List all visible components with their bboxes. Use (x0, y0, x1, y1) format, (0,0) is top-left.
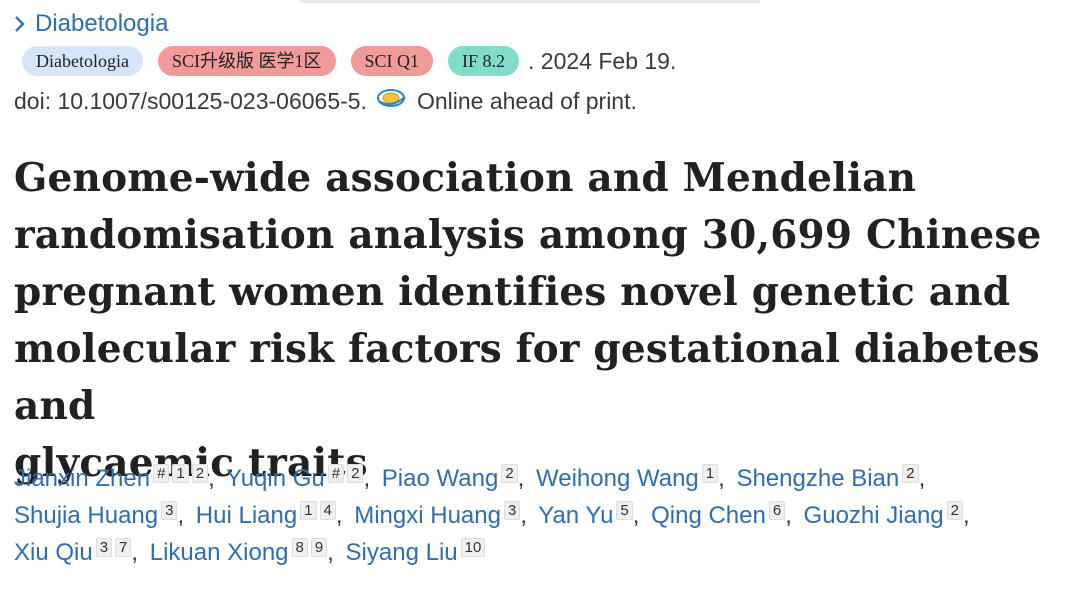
affiliation-marker[interactable]: 2 (902, 464, 919, 483)
impact-factor-badge[interactable]: IF 8.2 (448, 46, 520, 76)
author: Qing Chen 6, (651, 501, 797, 529)
title-line: Genome-wide association and Mendelian (14, 155, 917, 201)
journal-badge[interactable]: Diabetologia (22, 46, 143, 76)
author: Likuan Xiong 8 9, (149, 538, 339, 566)
author: Jianxin Zhen #1 2, (14, 464, 220, 492)
author-separator: , (131, 539, 139, 566)
affiliation-marker[interactable]: 3 (161, 501, 178, 520)
author-separator: , (363, 465, 371, 492)
affiliation-marker[interactable]: 9 (310, 538, 328, 557)
affiliation-marker[interactable]: 10 (460, 538, 486, 557)
author-separator: , (327, 539, 334, 566)
author-separator: , (335, 502, 343, 529)
author-separator: , (208, 465, 215, 492)
author: Shengzhe Bian 2, (736, 464, 930, 492)
affiliation-marker[interactable]: 3 (503, 501, 521, 520)
author-separator: , (520, 502, 527, 529)
author-separator: , (718, 465, 725, 492)
author-name-link[interactable]: Yuqin Gu (226, 465, 325, 492)
affiliation-marker[interactable]: 7 (115, 538, 132, 557)
sci-rank-badge[interactable]: SCI升级版 医学1区 (157, 46, 336, 76)
online-ahead-of-print-icon (376, 88, 406, 107)
sci-quartile-badge[interactable]: SCI Q1 (350, 46, 434, 76)
author-name-link[interactable]: Shujia Huang (14, 502, 159, 529)
title-line: molecular risk factors for gestational d… (14, 326, 1040, 429)
doi-line: doi: 10.1007/s00125-023-06065-5. Online … (14, 88, 637, 115)
author-separator: , (918, 465, 926, 492)
journal-link[interactable]: Diabetologia (14, 10, 168, 38)
top-divider (300, 0, 760, 3)
doi-text[interactable]: doi: 10.1007/s00125-023-06065-5. (14, 88, 367, 114)
author-name-link[interactable]: Likuan Xiong (149, 539, 289, 566)
author-separator: , (517, 465, 525, 492)
author-name-link[interactable]: Mingxi Huang (354, 502, 501, 529)
author-list: Jianxin Zhen #1 2, Yuqin Gu #2, Piao Wang 2,… (14, 460, 1074, 571)
affiliation-marker[interactable]: 2 (946, 501, 963, 520)
author-separator: , (632, 502, 640, 529)
author: Weihong Wang 1, (536, 464, 730, 492)
publication-date: . 2024 Feb 19. (528, 47, 677, 74)
affiliation-marker[interactable]: 2 (501, 464, 518, 483)
online-status: Online ahead of print. (416, 88, 637, 114)
title-line: pregnant women identifies novel genetic … (14, 269, 1011, 315)
affiliation-marker[interactable]: 3 (95, 538, 113, 557)
author: Piao Wang 2, (381, 464, 530, 492)
affiliation-marker[interactable]: 2 (347, 464, 364, 483)
title-line: glycaemic traits (14, 440, 368, 486)
author-name-link[interactable]: Siyang Liu (345, 539, 458, 566)
affiliation-marker[interactable]: 4 (319, 501, 336, 520)
author-name-link[interactable]: Qing Chen (651, 502, 766, 529)
author: Yuqin Gu #2, (226, 464, 375, 492)
author: Yan Yu 5, (538, 501, 644, 529)
affiliation-marker[interactable]: 6 (768, 501, 786, 520)
author-name-link[interactable]: Yan Yu (538, 502, 614, 529)
author-name-link[interactable]: Weihong Wang (536, 465, 699, 492)
author-separator: , (785, 502, 792, 529)
journal-link-label: Diabetologia (35, 10, 169, 37)
author: Shujia Huang 3, (14, 501, 189, 529)
affiliation-marker[interactable]: # (327, 464, 345, 483)
author-name-link[interactable]: Shengzhe Bian (736, 465, 900, 492)
author: Xiu Qiu 3 7, (14, 538, 143, 566)
title-line: randomisation analysis among 30,699 Chin… (14, 212, 1042, 258)
journal-badges: Diabetologia SCI升级版 医学1区 SCI Q1 IF 8.2 .… (22, 46, 676, 76)
author-name-link[interactable]: Hui Liang (195, 502, 298, 529)
chevron-right-icon (15, 16, 25, 32)
author-name-link[interactable]: Xiu Qiu (14, 539, 93, 566)
affiliation-marker[interactable]: 1 (701, 464, 719, 483)
author: Siyang Liu 10 (345, 538, 486, 566)
affiliation-marker[interactable]: 8 (291, 538, 308, 557)
author: Hui Liang 1 4, (195, 501, 348, 529)
affiliation-marker[interactable]: 2 (191, 464, 209, 483)
article-title: Genome-wide association and Mendelian ra… (14, 150, 1074, 492)
affiliation-marker[interactable]: 1 (172, 464, 189, 483)
affiliation-marker[interactable]: 1 (300, 501, 317, 520)
affiliation-marker[interactable]: # (153, 464, 170, 483)
author-name-link[interactable]: Jianxin Zhen (14, 465, 151, 492)
author-separator: , (962, 502, 970, 529)
affiliation-marker[interactable]: 5 (616, 501, 633, 520)
author-name-link[interactable]: Piao Wang (381, 465, 499, 492)
author: Guozhi Jiang 2, (803, 501, 975, 529)
author-name-link[interactable]: Guozhi Jiang (803, 502, 944, 529)
author: Mingxi Huang 3, (354, 501, 532, 529)
author-separator: , (177, 502, 185, 529)
